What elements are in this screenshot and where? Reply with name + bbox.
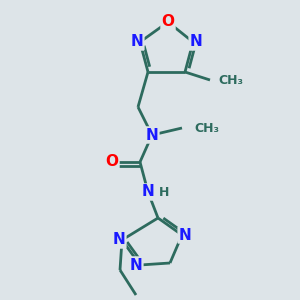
Text: N: N <box>130 257 142 272</box>
Text: O: O <box>161 14 175 29</box>
Text: N: N <box>146 128 158 142</box>
Text: N: N <box>178 227 191 242</box>
Text: O: O <box>106 154 118 169</box>
Text: CH₃: CH₃ <box>218 74 243 86</box>
Text: N: N <box>190 34 202 50</box>
Text: H: H <box>159 187 169 200</box>
Text: CH₃: CH₃ <box>194 122 219 134</box>
Text: N: N <box>112 232 125 247</box>
Text: N: N <box>142 184 154 200</box>
Text: N: N <box>130 34 143 50</box>
